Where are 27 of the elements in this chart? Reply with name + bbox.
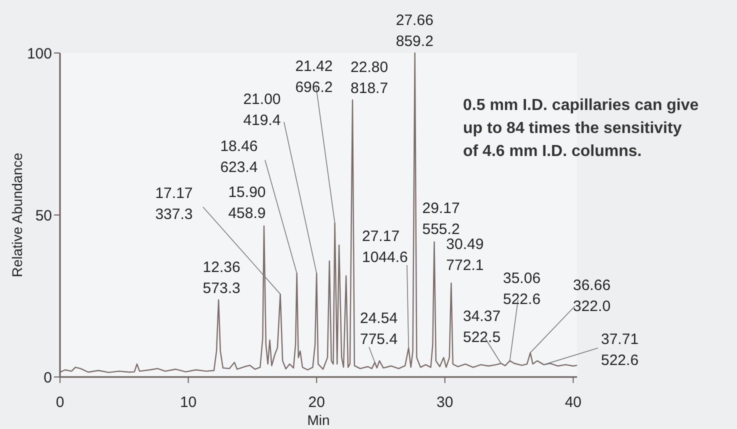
annotation: 27.66 859.2 (396, 12, 434, 50)
annotation: 29.17 555.2 (422, 200, 460, 238)
x-tick-label: 0 (56, 394, 64, 411)
annotation: 24.54 775.4 (360, 310, 398, 348)
annotation: 17.17 337.3 (155, 185, 193, 223)
annotation: 21.42 696.2 (295, 58, 333, 96)
y-tick-label: 0 (44, 369, 52, 386)
annotation: 18.46 623.4 (220, 138, 258, 176)
annotation: 37.71 522.6 (601, 331, 639, 369)
x-tick-label: 40 (564, 394, 582, 411)
annotation: 22.80 818.7 (350, 58, 388, 97)
y-tick-label: 100 (26, 45, 52, 62)
annotation: 34.37 522.5 (463, 308, 501, 346)
annotation: 36.66 322.0 (573, 277, 611, 315)
annotation: 27.17 1044.6 (362, 228, 408, 266)
annotation: 0.5 mm I.D. capillaries can give up to 84 times the sensitivity of 4.6 mm I.D. columns. (463, 97, 699, 160)
annotation: 30.49 772.1 (446, 236, 484, 274)
annotation: 12.36 573.3 (202, 258, 240, 297)
annotation: 15.90 458.9 (228, 184, 266, 222)
y-axis-title: Relative Abundance (9, 152, 25, 278)
x-axis-title: Min (307, 412, 330, 428)
annotation: 35.06 522.6 (503, 270, 541, 308)
x-tick-label: 20 (308, 394, 325, 411)
x-tick-label: 30 (436, 394, 454, 411)
y-tick-label: 50 (35, 207, 52, 224)
x-tick-label: 10 (180, 394, 197, 411)
annotation: 21.00 419.4 (243, 91, 281, 129)
